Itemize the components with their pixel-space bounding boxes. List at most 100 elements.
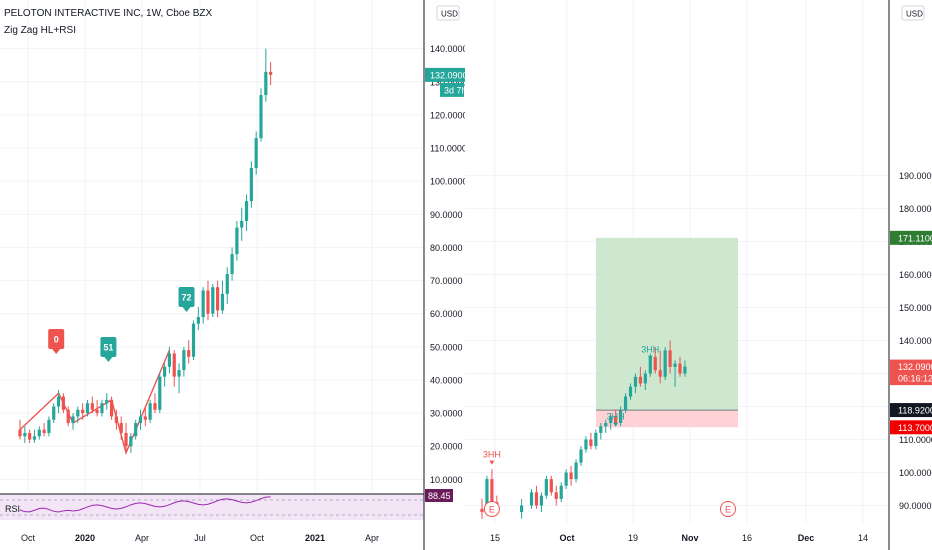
zigzag-marker: 0 xyxy=(48,329,65,354)
candle-body xyxy=(249,167,253,202)
candle xyxy=(574,459,578,483)
marker-label: 0 xyxy=(54,335,59,345)
candle-body xyxy=(259,95,263,139)
candle xyxy=(569,465,573,486)
last-price-tag: 132.0900 xyxy=(430,70,465,80)
time-tick-label: 14 xyxy=(858,533,868,543)
candle-body xyxy=(539,495,543,506)
candle xyxy=(95,399,99,417)
candle-body xyxy=(619,409,623,423)
zigzag-markers: 0 51 72 xyxy=(48,287,195,362)
candle-body xyxy=(594,432,598,447)
candle xyxy=(220,280,225,314)
candle-body xyxy=(663,350,667,377)
candle xyxy=(480,498,484,519)
candle xyxy=(240,207,244,241)
price-tag: 06:16:12 xyxy=(898,374,932,384)
candle-body xyxy=(559,485,563,499)
candle xyxy=(520,498,524,519)
last-price-tag-bg xyxy=(425,67,465,82)
candle-body xyxy=(61,396,65,410)
candle-body xyxy=(599,426,603,433)
candle-body xyxy=(628,386,633,397)
candle-body xyxy=(119,423,123,433)
candle-body xyxy=(138,416,143,424)
time-tick-label: 16 xyxy=(742,533,752,543)
candle-body xyxy=(143,416,147,420)
candle-body xyxy=(105,399,109,404)
zigzag-marker: 72 xyxy=(178,287,195,312)
candle xyxy=(604,419,608,433)
candle xyxy=(81,403,85,420)
candle-body xyxy=(225,273,229,294)
right-candles xyxy=(480,340,687,519)
candle xyxy=(52,403,56,424)
candle-body xyxy=(32,436,37,440)
candle xyxy=(554,485,558,506)
price-tag: 171.1100 xyxy=(898,233,932,243)
marker-pointer xyxy=(104,357,113,362)
candle xyxy=(100,399,104,417)
candle xyxy=(191,320,196,361)
price-tick-label: 140.0000 xyxy=(430,44,465,54)
candle-body xyxy=(90,403,94,410)
candle xyxy=(85,399,90,417)
candle-body xyxy=(683,366,687,374)
price-tag: 118.9200 xyxy=(898,406,932,416)
candle xyxy=(153,393,157,414)
hh-label: 3HH xyxy=(607,412,625,422)
hh-labels: 3HH 3HH 3HH xyxy=(483,345,659,465)
candle xyxy=(167,346,172,374)
currency-label: USD xyxy=(906,10,923,19)
candle xyxy=(56,389,61,414)
candle xyxy=(37,426,41,440)
candle-body xyxy=(264,71,268,96)
candle-body xyxy=(220,293,225,311)
candle xyxy=(182,346,186,377)
weekly-chart[interactable]: 0 51 72 Oct 2020 Apr Jul Oct 2021 Apr RSI 10.0000… xyxy=(0,0,465,550)
candle-body xyxy=(529,492,534,506)
price-tick-label: 120.0000 xyxy=(430,110,465,120)
candle xyxy=(119,416,123,440)
candle-body xyxy=(114,416,118,424)
candle xyxy=(584,436,588,453)
candle-body xyxy=(23,432,27,437)
candle xyxy=(623,393,628,414)
price-tick-label: 30.0000 xyxy=(430,409,463,419)
candle-body xyxy=(480,508,484,513)
candle xyxy=(163,363,167,387)
candle xyxy=(129,432,133,453)
candle-body xyxy=(579,449,583,463)
candle xyxy=(109,396,114,420)
long-position-tool[interactable] xyxy=(596,237,738,428)
take-profit-zone xyxy=(596,237,738,411)
candle xyxy=(594,429,598,450)
candle xyxy=(225,267,229,304)
candle-body xyxy=(623,396,628,410)
candle-body xyxy=(604,423,608,427)
candle xyxy=(264,48,268,102)
candle-body xyxy=(158,376,162,410)
zigzag-line xyxy=(19,349,171,456)
candle-body xyxy=(201,290,205,318)
candle-body xyxy=(564,472,568,486)
hh-arrow xyxy=(647,355,653,360)
marker-label: 51 xyxy=(103,343,113,353)
candle-body xyxy=(534,492,539,506)
candle-body xyxy=(678,363,682,374)
candle-body xyxy=(85,403,90,414)
countdown-tag: 3d 7h xyxy=(444,85,465,95)
candle-body xyxy=(230,254,234,274)
hh-arrow xyxy=(613,422,619,427)
price-tick-label: 70.0000 xyxy=(430,276,463,286)
candle-body xyxy=(172,353,176,377)
candle-body xyxy=(648,357,652,374)
price-tick-label: 100.0000 xyxy=(430,177,465,187)
time-tick-label: Oct xyxy=(250,533,265,543)
right-price-tags: 171.1100 132.0900 06:16:12 118.9200 113.7000… xyxy=(890,5,932,435)
candle xyxy=(61,393,65,414)
candle-body xyxy=(81,409,85,414)
left-candles xyxy=(18,48,273,453)
